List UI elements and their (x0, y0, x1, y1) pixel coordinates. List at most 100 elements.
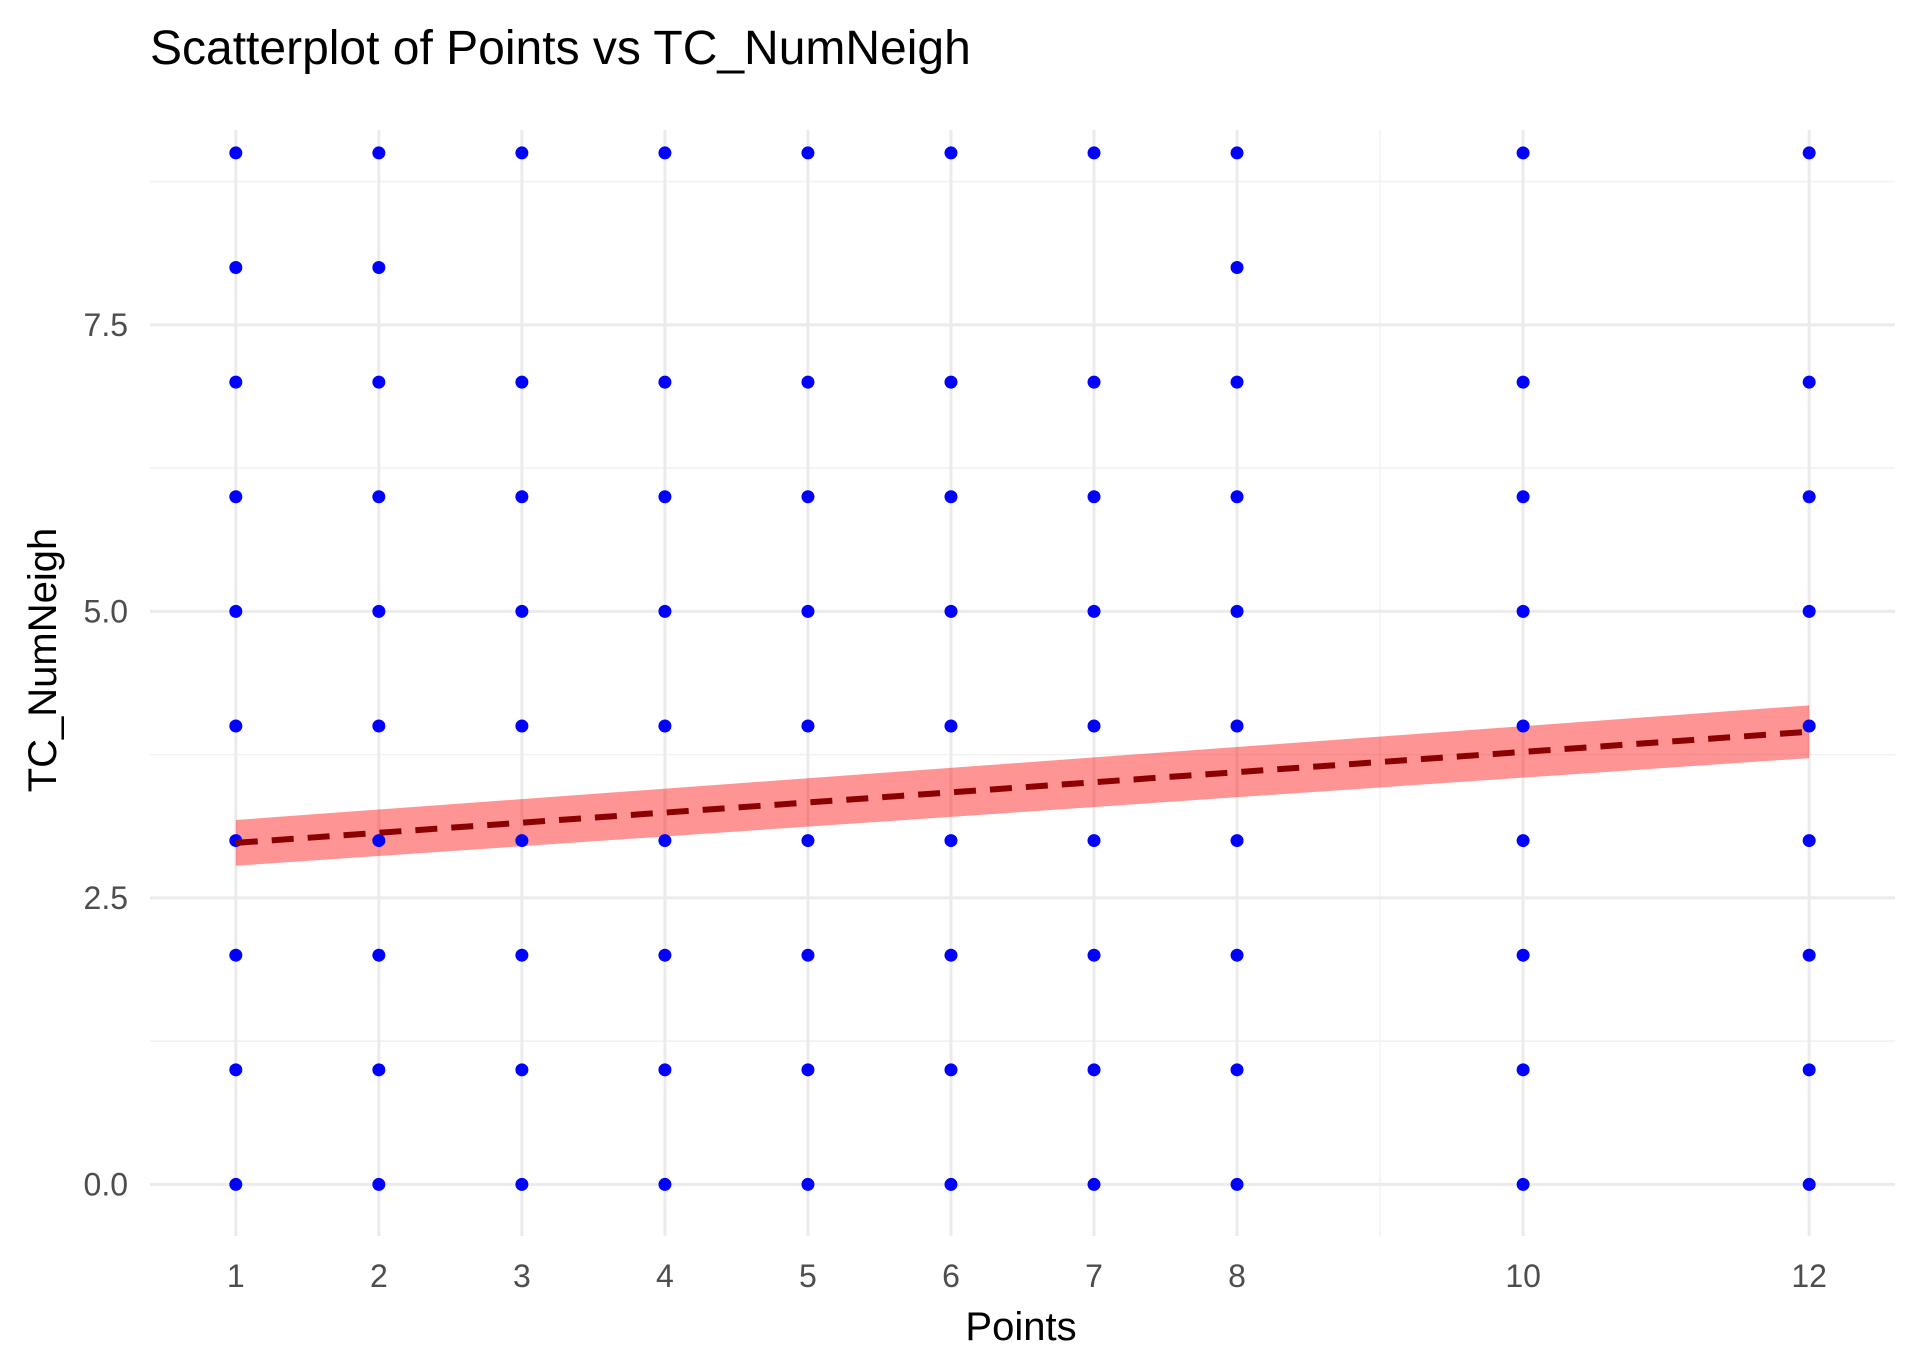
data-point (229, 1177, 243, 1191)
data-point (658, 948, 672, 962)
y-tick-labels: 0.0 2.5 5.0 7.5 (84, 307, 128, 1203)
points-layer (229, 146, 1816, 1191)
data-point (1087, 1177, 1101, 1191)
data-point (1230, 375, 1244, 389)
data-point (944, 146, 958, 160)
data-point (658, 834, 672, 848)
y-tick-label: 7.5 (84, 307, 128, 343)
data-point (1802, 1177, 1816, 1191)
data-point (1230, 1177, 1244, 1191)
confidence-band-layer (235, 705, 1810, 866)
data-point (372, 948, 386, 962)
data-point (372, 1177, 386, 1191)
data-point (944, 375, 958, 389)
data-point (801, 375, 815, 389)
data-point (1802, 948, 1816, 962)
data-point (229, 146, 243, 160)
data-point (1087, 948, 1101, 962)
data-point (372, 604, 386, 618)
data-point (1087, 834, 1101, 848)
data-point (658, 146, 672, 160)
x-tick-label: 12 (1791, 1258, 1827, 1294)
data-point (658, 375, 672, 389)
data-point (229, 1063, 243, 1077)
data-point (372, 490, 386, 504)
data-point (1516, 1063, 1530, 1077)
data-point (515, 490, 529, 504)
x-tick-label: 8 (1228, 1258, 1246, 1294)
y-tick-label: 2.5 (84, 880, 128, 916)
y-tick-label: 5.0 (84, 593, 128, 629)
data-point (944, 1177, 958, 1191)
chart-title: Scatterplot of Points vs TC_NumNeigh (150, 22, 971, 75)
data-point (1802, 719, 1816, 733)
major-gridlines (150, 130, 1895, 1236)
data-point (515, 1063, 529, 1077)
minor-gridlines (150, 130, 1895, 1236)
data-point (1802, 490, 1816, 504)
data-point (801, 490, 815, 504)
data-point (658, 1063, 672, 1077)
data-point (1230, 719, 1244, 733)
data-point (1802, 604, 1816, 618)
data-point (229, 719, 243, 733)
x-tick-label: 10 (1505, 1258, 1541, 1294)
data-point (1516, 834, 1530, 848)
data-point (1230, 261, 1244, 275)
data-point (1802, 146, 1816, 160)
data-point (944, 1063, 958, 1077)
data-point (1230, 490, 1244, 504)
data-point (1230, 1063, 1244, 1077)
x-axis-title: Points (965, 1305, 1076, 1349)
data-point (944, 948, 958, 962)
x-tick-label: 7 (1085, 1258, 1103, 1294)
data-point (944, 604, 958, 618)
data-point (1516, 719, 1530, 733)
data-point (1516, 490, 1530, 504)
data-point (658, 1177, 672, 1191)
data-point (372, 261, 386, 275)
data-point (801, 604, 815, 618)
data-point (1230, 948, 1244, 962)
data-point (1802, 1063, 1816, 1077)
data-point (658, 604, 672, 618)
data-point (372, 834, 386, 848)
data-point (372, 146, 386, 160)
data-point (515, 604, 529, 618)
data-point (944, 719, 958, 733)
x-tick-label: 5 (799, 1258, 817, 1294)
data-point (1516, 604, 1530, 618)
x-tick-label: 6 (942, 1258, 960, 1294)
data-point (1230, 604, 1244, 618)
data-point (1802, 834, 1816, 848)
data-point (372, 375, 386, 389)
data-point (944, 490, 958, 504)
data-point (515, 1177, 529, 1191)
data-point (229, 261, 243, 275)
data-point (229, 948, 243, 962)
data-point (801, 834, 815, 848)
data-point (372, 1063, 386, 1077)
data-point (1087, 1063, 1101, 1077)
data-point (515, 375, 529, 389)
data-point (1087, 146, 1101, 160)
data-point (801, 1063, 815, 1077)
x-tick-labels: 1 2 3 4 5 6 7 8 10 12 (227, 1258, 1827, 1294)
data-point (801, 146, 815, 160)
data-point (1516, 948, 1530, 962)
data-point (229, 490, 243, 504)
data-point (1087, 490, 1101, 504)
confidence-band (235, 705, 1810, 866)
data-point (1802, 375, 1816, 389)
data-point (801, 948, 815, 962)
data-point (801, 719, 815, 733)
data-point (944, 834, 958, 848)
data-point (1516, 375, 1530, 389)
x-tick-label: 3 (513, 1258, 531, 1294)
data-point (1230, 834, 1244, 848)
data-point (1087, 375, 1101, 389)
data-point (1230, 146, 1244, 160)
data-point (1087, 604, 1101, 618)
x-tick-label: 4 (656, 1258, 674, 1294)
